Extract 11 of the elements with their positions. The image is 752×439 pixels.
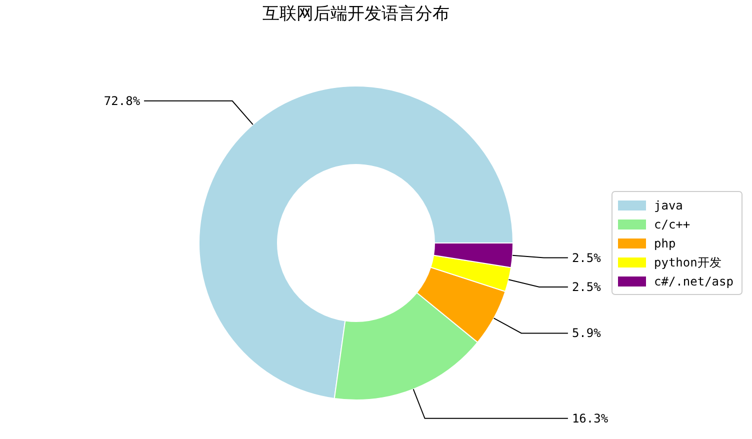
legend-label: java [654,198,683,212]
data-label: 5.9% [572,326,602,340]
data-label: 2.5% [572,280,602,294]
data-label: 16.3% [572,411,609,426]
legend-label: c#/.net/asp [654,274,734,288]
legend-label: php [654,236,676,250]
chart-title: 互联网后端开发语言分布 [262,4,450,24]
data-label: 72.8% [104,94,141,108]
legend-label: c/c++ [654,218,690,232]
legend-label: python开发 [654,256,722,270]
data-label: 2.5% [572,250,602,265]
